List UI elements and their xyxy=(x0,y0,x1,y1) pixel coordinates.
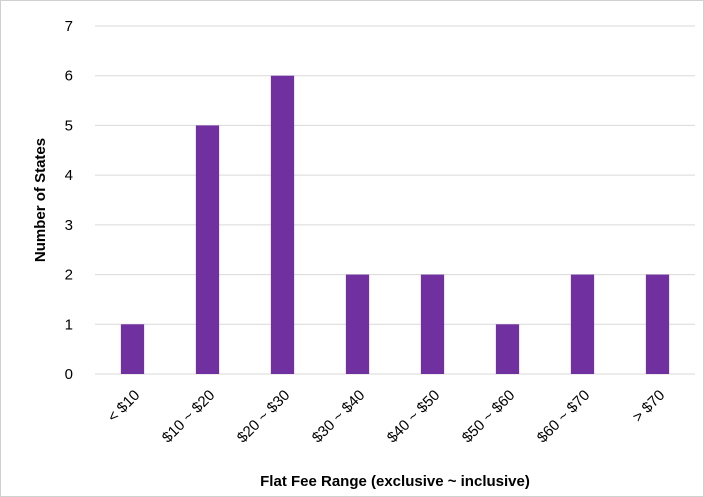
bar xyxy=(345,274,370,374)
y-axis-title: Number of States xyxy=(32,138,49,262)
bar xyxy=(645,274,670,374)
bar xyxy=(270,75,295,374)
y-tick-label: 2 xyxy=(65,267,73,284)
y-tick-label: 1 xyxy=(65,316,73,333)
y-tick-label: 4 xyxy=(65,167,73,184)
bar xyxy=(570,274,595,374)
bar xyxy=(120,324,145,374)
y-tick-label: 0 xyxy=(65,366,73,383)
y-tick-label: 5 xyxy=(65,117,73,134)
x-axis-title: Flat Fee Range (exclusive ~ inclusive) xyxy=(260,473,530,490)
y-tick-label: 6 xyxy=(65,68,73,85)
bar xyxy=(420,274,445,374)
y-tick-label: 3 xyxy=(65,217,73,234)
bar xyxy=(495,324,520,374)
bar xyxy=(195,125,220,374)
y-tick-label: 7 xyxy=(65,18,73,35)
